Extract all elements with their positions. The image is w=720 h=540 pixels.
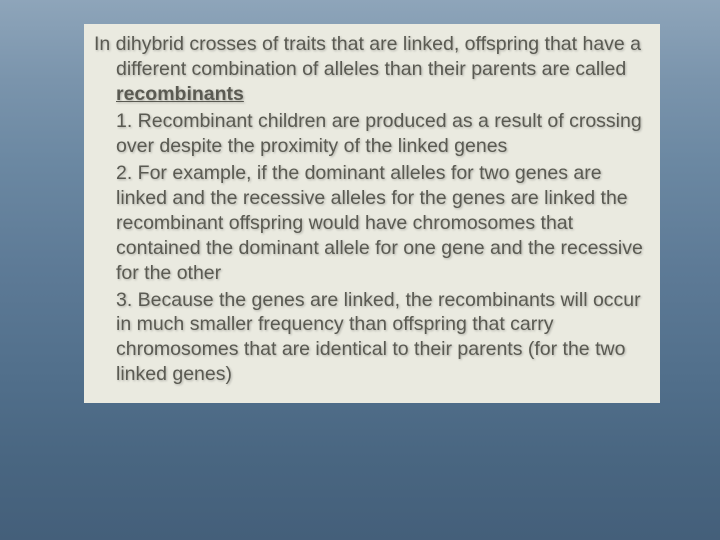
point-1: 1. Recombinant children are produced as … bbox=[94, 109, 644, 159]
point-3: 3. Because the genes are linked, the rec… bbox=[94, 288, 644, 388]
intro-paragraph: In dihybrid crosses of traits that are l… bbox=[94, 32, 644, 107]
intro-text: In dihybrid crosses of traits that are l… bbox=[94, 33, 641, 80]
key-term: recombinants bbox=[116, 83, 244, 105]
content-box: In dihybrid crosses of traits that are l… bbox=[84, 24, 660, 403]
slide-container: In dihybrid crosses of traits that are l… bbox=[0, 0, 720, 540]
point-2: 2. For example, if the dominant alleles … bbox=[94, 161, 644, 286]
